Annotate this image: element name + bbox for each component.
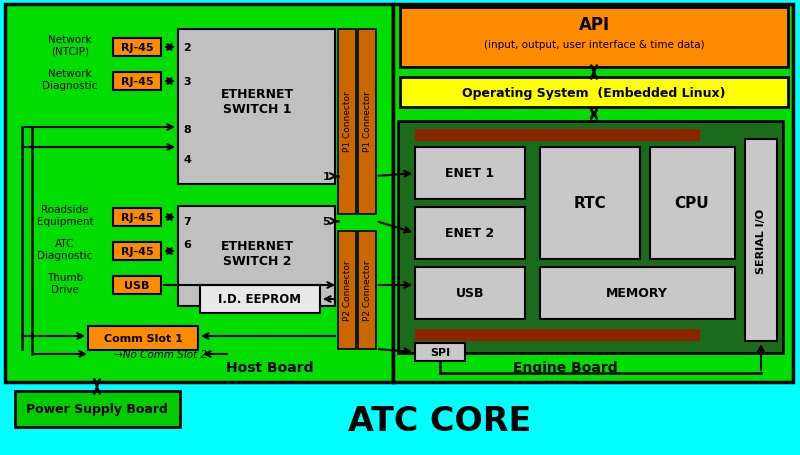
Text: I.D. EEPROM: I.D. EEPROM	[218, 293, 302, 306]
Text: RJ-45: RJ-45	[121, 43, 154, 53]
Text: Power Supply Board: Power Supply Board	[26, 403, 168, 415]
Bar	[178, 30, 335, 185]
Text: Host Board: Host Board	[226, 360, 314, 374]
Bar	[113, 73, 161, 91]
Text: USB: USB	[456, 287, 484, 300]
Text: API: API	[578, 16, 610, 34]
Text: SERIAL I/O: SERIAL I/O	[756, 208, 766, 273]
Text: SPI: SPI	[430, 347, 450, 357]
Bar	[88, 326, 198, 350]
Text: P2 Connector: P2 Connector	[362, 260, 371, 321]
Bar	[415, 130, 700, 142]
Text: P2 Connector: P2 Connector	[342, 260, 351, 321]
Bar	[113, 276, 161, 294]
Bar	[398, 122, 783, 353]
Bar	[5, 5, 393, 382]
Bar	[650, 148, 735, 259]
Bar	[415, 268, 525, 319]
Text: P1 Connector: P1 Connector	[342, 91, 351, 152]
Bar	[200, 285, 320, 313]
Text: RJ-45: RJ-45	[121, 247, 154, 257]
Bar	[540, 148, 640, 259]
Bar	[113, 39, 161, 57]
Bar	[540, 268, 735, 319]
Text: SWITCH 1: SWITCH 1	[222, 103, 291, 116]
Text: 4: 4	[183, 155, 191, 165]
Text: Network
Diagnostic: Network Diagnostic	[42, 69, 98, 91]
Text: ENET 2: ENET 2	[446, 227, 494, 240]
Text: 5: 5	[322, 217, 330, 227]
Bar	[113, 243, 161, 260]
Bar	[358, 30, 376, 214]
Bar	[338, 30, 356, 214]
Text: SWITCH 2: SWITCH 2	[222, 255, 291, 268]
Text: ATC CORE: ATC CORE	[348, 404, 532, 438]
Text: 6: 6	[183, 239, 191, 249]
Text: ETHERNET: ETHERNET	[221, 88, 294, 101]
Text: MEMORY: MEMORY	[606, 287, 668, 300]
Bar	[400, 78, 788, 108]
Text: (input, output, user interface & time data): (input, output, user interface & time da…	[484, 40, 704, 50]
Text: RJ-45: RJ-45	[121, 212, 154, 222]
Text: RJ-45: RJ-45	[121, 77, 154, 87]
Text: 7: 7	[183, 217, 190, 227]
Text: 3: 3	[183, 77, 190, 87]
Text: 1: 1	[322, 172, 330, 182]
Bar	[178, 207, 335, 306]
Text: Operating System  (Embedded Linux): Operating System (Embedded Linux)	[462, 86, 726, 99]
Bar	[15, 391, 180, 427]
Text: Comm Slot 1: Comm Slot 1	[103, 333, 182, 343]
Text: Roadside
Equipment: Roadside Equipment	[37, 205, 94, 226]
Text: 2: 2	[183, 43, 190, 53]
Text: Engine Board: Engine Board	[513, 360, 618, 374]
Bar	[415, 207, 525, 259]
Bar	[415, 343, 465, 361]
Text: ENET 1: ENET 1	[446, 167, 494, 180]
Bar	[113, 208, 161, 227]
Text: Network
(NTCIP): Network (NTCIP)	[48, 35, 92, 57]
Text: 8: 8	[183, 125, 190, 135]
Bar	[745, 140, 777, 341]
Text: →No Comm Slot 2←: →No Comm Slot 2←	[114, 349, 216, 359]
Text: CPU: CPU	[674, 196, 710, 211]
Bar	[415, 148, 525, 200]
Bar	[393, 5, 793, 382]
Bar	[400, 8, 788, 68]
Text: RTC: RTC	[574, 196, 606, 211]
Text: Thumb
Drive: Thumb Drive	[47, 273, 83, 294]
Text: ATC
Diagnostic: ATC Diagnostic	[38, 239, 93, 260]
Bar	[358, 232, 376, 349]
Text: P1 Connector: P1 Connector	[362, 91, 371, 152]
Text: ETHERNET: ETHERNET	[221, 240, 294, 253]
Bar	[415, 329, 700, 341]
Text: USB: USB	[124, 280, 150, 290]
Bar	[338, 232, 356, 349]
